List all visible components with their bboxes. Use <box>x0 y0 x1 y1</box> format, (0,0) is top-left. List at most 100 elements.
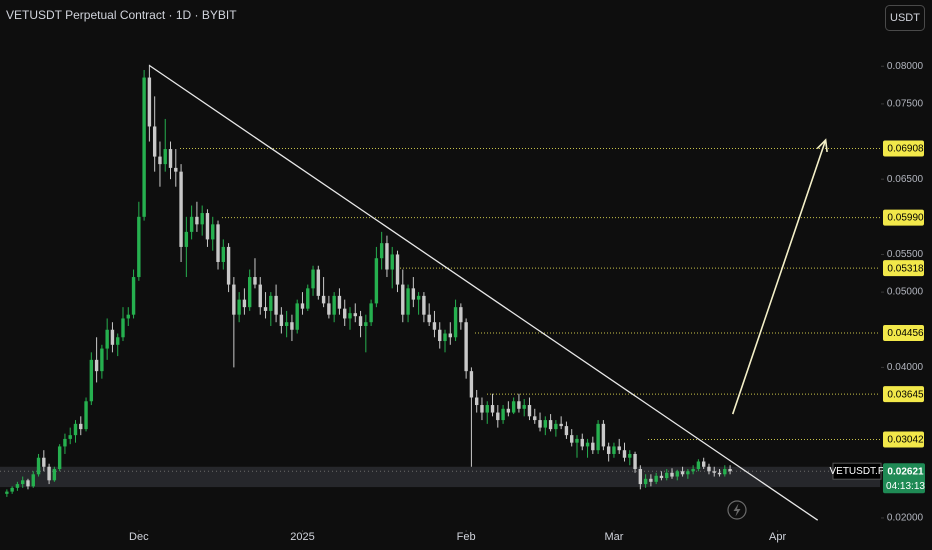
candle-body <box>31 474 35 487</box>
candle-body <box>443 333 447 342</box>
countdown-label: 04:13:13 <box>886 481 925 492</box>
candle-body <box>485 405 489 413</box>
candle-body <box>401 284 405 315</box>
candle-body <box>422 295 426 315</box>
candle-body <box>501 408 505 421</box>
candle-body <box>617 446 621 451</box>
arrow-head <box>816 138 828 153</box>
level-label: 0.04456 <box>887 328 924 339</box>
candle-body <box>137 216 141 278</box>
candle-body <box>94 359 99 372</box>
candle-body <box>253 277 257 285</box>
level-label: 0.03645 <box>887 389 924 400</box>
candle-body <box>459 307 463 323</box>
candle-body <box>448 333 452 338</box>
candle-body <box>701 461 706 467</box>
y-tick-label: 0.07500 <box>887 99 924 110</box>
candle-body <box>73 423 78 436</box>
replay-icon[interactable] <box>727 500 747 520</box>
candle-body <box>121 318 125 338</box>
level-label-box <box>883 325 924 342</box>
candle-body <box>237 299 241 315</box>
candle-body <box>126 314 130 319</box>
candle-body <box>427 314 431 323</box>
candle-body <box>712 471 716 473</box>
level-label-box <box>883 140 924 157</box>
candle-body <box>353 313 357 317</box>
candle-body <box>142 77 146 217</box>
candle-body <box>306 288 310 309</box>
candle-body <box>385 243 389 270</box>
candle-body <box>517 401 521 409</box>
candle-body <box>105 329 109 349</box>
x-tick-label: Dec <box>129 531 149 543</box>
candle-body <box>216 224 220 262</box>
candle-body <box>184 231 189 247</box>
candle-body <box>221 246 225 262</box>
currency-label[interactable]: USDT <box>890 12 920 24</box>
candle-body <box>432 322 437 330</box>
candle-body <box>343 308 347 319</box>
level-label: 0.03042 <box>887 435 924 446</box>
candle-body <box>707 466 711 472</box>
candle-body <box>242 299 247 308</box>
candle-body <box>638 469 643 485</box>
candle-body <box>189 216 194 232</box>
candle-body <box>10 487 14 492</box>
candle-body <box>633 453 637 470</box>
y-tick-label: 0.02000 <box>887 513 924 524</box>
x-tick-label: 2025 <box>290 531 314 543</box>
candle-body <box>369 303 373 323</box>
currency-button[interactable] <box>885 5 925 31</box>
candle-body <box>36 457 41 475</box>
x-tick-label: Apr <box>769 531 786 543</box>
candle-body <box>168 149 173 168</box>
candle-body <box>596 423 600 451</box>
candle-body <box>453 307 458 338</box>
candle-body <box>628 453 632 458</box>
candle-body <box>622 450 627 458</box>
candle-body <box>327 303 331 315</box>
candle-body <box>110 329 115 345</box>
candle-body <box>480 405 484 413</box>
candle-body <box>269 295 273 311</box>
candle-body <box>57 446 62 470</box>
candle-body <box>15 484 20 488</box>
candle-body <box>670 472 674 477</box>
icon-bolt[interactable] <box>733 503 741 517</box>
level-label-box <box>883 209 924 226</box>
symbol-label: VETUSDT.P <box>829 466 884 477</box>
candle-body <box>152 126 157 157</box>
candle-body <box>612 446 616 454</box>
candle-body <box>374 258 379 304</box>
candle-body <box>211 224 215 240</box>
candle-body <box>47 466 51 481</box>
candle-body <box>258 284 262 308</box>
candle-body <box>606 446 611 454</box>
candle-body <box>279 314 284 326</box>
candle-body <box>79 423 83 430</box>
icon-circle[interactable] <box>727 500 747 520</box>
candle-body <box>68 435 72 439</box>
last-price-box <box>883 463 925 494</box>
y-tick-label: 0.06500 <box>887 174 924 185</box>
candle-body <box>585 442 590 447</box>
candle-body <box>226 246 231 285</box>
candle-body <box>570 435 574 443</box>
y-tick-label: 0.08000 <box>887 61 924 72</box>
last-price-label: 0.02621 <box>887 466 924 477</box>
candle-body <box>538 420 542 428</box>
candle-body <box>364 322 368 326</box>
level-label-box <box>883 386 924 403</box>
candle-body <box>543 420 548 428</box>
candle-body <box>416 295 421 300</box>
candle-body <box>696 461 701 470</box>
candle-body <box>691 469 695 472</box>
chart-title: VETUSDT Perpetual Contract · 1D · BYBIT <box>6 8 237 22</box>
level-label: 0.05318 <box>887 263 924 274</box>
candle-body <box>728 469 732 472</box>
candle-body <box>290 322 294 330</box>
candle-body <box>295 303 299 330</box>
candle-body <box>527 405 532 417</box>
